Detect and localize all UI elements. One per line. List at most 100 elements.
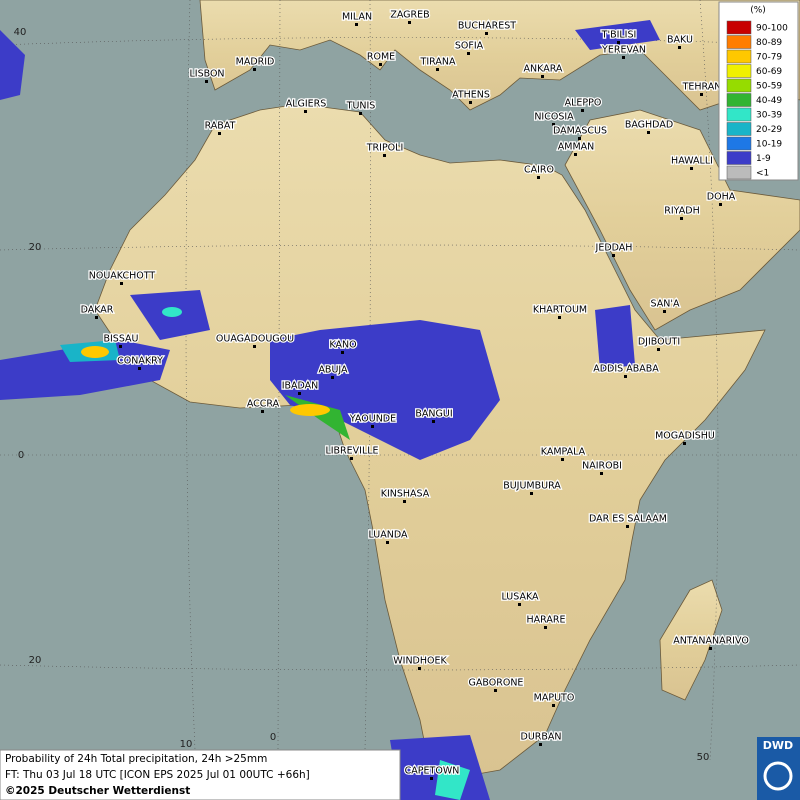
city-label: RABAT: [205, 121, 236, 132]
city-marker: [379, 63, 382, 66]
city-marker: [355, 23, 358, 26]
city-marker: [537, 176, 540, 179]
city-marker: [467, 52, 470, 55]
city-marker: [138, 367, 141, 370]
city-marker: [622, 56, 625, 59]
city-label: DURBAN: [521, 732, 562, 743]
city-marker: [663, 310, 666, 313]
city-label: ANKARA: [524, 64, 563, 75]
city-label: KHARTOUM: [533, 305, 587, 316]
lon-label: 10: [180, 739, 193, 750]
city-label: LIBREVILLE: [325, 446, 378, 457]
city-marker: [647, 131, 650, 134]
legend-label: 50-59: [756, 82, 782, 92]
lat-label: 40: [14, 27, 27, 38]
city-marker: [683, 442, 686, 445]
city-label: GABORONE: [469, 678, 524, 689]
legend-label: 20-29: [756, 125, 782, 135]
legend-label: 40-49: [756, 96, 782, 106]
legend-swatch: [726, 20, 752, 35]
lat-label: 20: [29, 655, 42, 666]
city-marker: [612, 254, 615, 257]
legend-swatch: [726, 122, 752, 136]
city-label: OUAGADOUGOU: [216, 334, 294, 345]
city-label: NICOSIA: [534, 112, 574, 123]
city-marker: [359, 112, 362, 115]
city-label: DAR ES SALAAM: [589, 514, 667, 525]
precipitation: [0, 20, 660, 800]
legend-swatch: [726, 107, 752, 122]
city-marker: [690, 167, 693, 170]
city-label: KANO: [329, 340, 356, 351]
city-marker: [494, 689, 497, 692]
city-label: ALGIERS: [286, 99, 327, 110]
city-marker: [386, 541, 389, 544]
city-marker: [418, 667, 421, 670]
city-label: ATHENS: [452, 90, 490, 101]
city-marker: [253, 345, 256, 348]
city-marker: [581, 109, 584, 112]
footer-line: FT: Thu 03 Jul 18 UTC [ICON EPS 2025 Jul…: [5, 769, 310, 781]
city-marker: [578, 137, 581, 140]
lat-label: 0: [18, 450, 24, 461]
legend-label: 30-39: [756, 111, 782, 121]
city-marker: [341, 351, 344, 354]
city-label: MAPUTO: [534, 693, 575, 704]
city-label: SOFIA: [455, 41, 484, 52]
city-label: BAKU: [667, 35, 693, 46]
city-marker: [719, 203, 722, 206]
city-label: DOHA: [707, 192, 736, 203]
city-label: YEREVAN: [601, 45, 646, 56]
city-label: BAGHDAD: [625, 120, 673, 131]
city-label: TRIPOLI: [366, 143, 404, 154]
legend-label: 60-69: [756, 67, 782, 77]
city-label: JEDDAH: [595, 243, 633, 254]
legend-title: (%): [750, 6, 766, 16]
lon-label: 0: [270, 732, 276, 743]
city-marker: [678, 46, 681, 49]
city-marker: [261, 410, 264, 413]
city-label: ADDIS ABABA: [593, 364, 659, 375]
city-label: TIRANA: [420, 57, 456, 68]
city-marker: [541, 75, 544, 78]
city-marker: [298, 392, 301, 395]
city-marker: [432, 420, 435, 423]
legend-label: 10-19: [756, 140, 782, 150]
legend-label: 90-100: [756, 24, 788, 34]
city-marker: [350, 457, 353, 460]
legend-label: 70-79: [756, 53, 782, 63]
city-label: ACCRA: [247, 399, 280, 410]
city-label: WINDHOEK: [393, 656, 447, 667]
city-label: MILAN: [342, 12, 372, 23]
city-marker: [539, 743, 542, 746]
city-marker: [574, 153, 577, 156]
city-label: ANTANANARIVO: [673, 636, 749, 647]
logo: DWD: [757, 737, 800, 800]
city-label: SAN'A: [651, 299, 680, 310]
city-marker: [552, 704, 555, 707]
city-labels: MILAN ZAGREB BUCHAREST SOFIA ROME TIRANA ANKAR…: [79, 8, 750, 780]
city-label: LISBON: [189, 69, 224, 80]
city-label: KINSHASA: [381, 489, 430, 500]
footer-line: Probability of 24h Total precipitation, …: [5, 753, 267, 765]
city-marker: [552, 123, 555, 126]
city-label: KAMPALA: [541, 447, 586, 458]
city-label: ALEPPO: [565, 98, 602, 109]
city-marker: [120, 282, 123, 285]
city-label: IBADAN: [282, 381, 319, 392]
legend-swatch: [726, 64, 752, 78]
city-marker: [624, 375, 627, 378]
logo-swirl: [763, 761, 793, 791]
city-label: LUSAKA: [501, 592, 539, 603]
city-label: CAPETOWN: [405, 766, 460, 777]
city-label: MOGADISHU: [655, 431, 715, 442]
city-label: AMMAN: [558, 142, 595, 153]
city-label: MADRID: [236, 57, 275, 68]
city-label: ZAGREB: [390, 10, 429, 21]
legend-swatch: [726, 93, 752, 107]
city-label: T'BILISI: [601, 30, 637, 41]
city-label: BANGUI: [415, 409, 452, 420]
city-marker: [430, 777, 433, 780]
city-marker: [331, 376, 334, 379]
city-marker: [95, 316, 98, 319]
